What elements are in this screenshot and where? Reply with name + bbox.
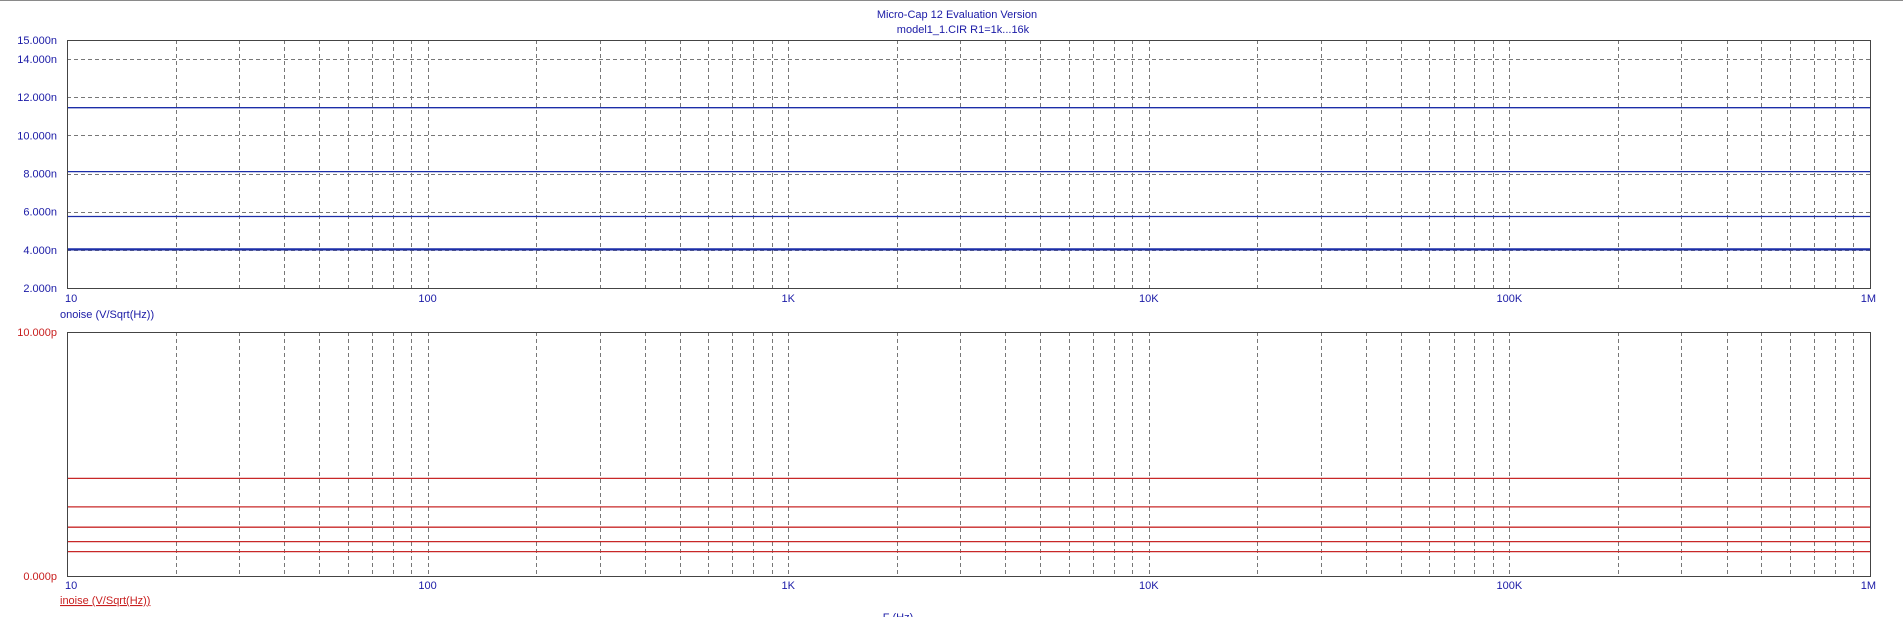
x-tick-label: 10: [65, 293, 77, 305]
inoise-panel[interactable]: 0.000p 10.000p 10 100 1K 10K 100K 1M inoise (V/S…: [17, 327, 1876, 617]
y-tick-label: 10.000n: [17, 130, 57, 142]
y-tick-label: 10.000p: [17, 327, 57, 339]
y-tick-label: 4.000n: [23, 245, 57, 257]
x-tick-label: 100K: [1497, 293, 1523, 305]
x-axis-label: F (Hz): [883, 612, 914, 617]
y-tick-label: 8.000n: [23, 169, 57, 181]
onoise-axis-label[interactable]: onoise (V/Sqrt(Hz)): [60, 309, 154, 321]
inoise-plot-area[interactable]: [67, 332, 1871, 577]
x-tick-label: 10: [65, 580, 77, 592]
x-tick-label: 10K: [1139, 580, 1159, 592]
x-tick-label: 100: [418, 580, 436, 592]
onoise-panel[interactable]: 2.000n 4.000n 6.000n 8.000n 10.000n 12.000n 14…: [17, 35, 1876, 321]
inoise-axis-label[interactable]: inoise (V/Sqrt(Hz)): [60, 595, 150, 607]
y-tick-label: 15.000n: [17, 35, 57, 47]
onoise-plot-area[interactable]: [67, 40, 1871, 289]
x-tick-label: 1M: [1861, 293, 1876, 305]
x-tick-label: 1M: [1861, 580, 1876, 592]
window-top-border: [0, 0, 1903, 1]
y-tick-label: 0.000p: [23, 571, 57, 583]
y-tick-label: 6.000n: [23, 207, 57, 219]
x-tick-label: 10K: [1139, 293, 1159, 305]
x-tick-label: 1K: [781, 293, 795, 305]
y-tick-label: 14.000n: [17, 54, 57, 66]
x-tick-label: 1K: [781, 580, 795, 592]
y-tick-label: 2.000n: [23, 283, 57, 295]
x-tick-label: 100: [418, 293, 436, 305]
y-tick-label: 12.000n: [17, 92, 57, 104]
x-tick-label: 100K: [1497, 580, 1523, 592]
chart-subtitle: model1_1.CIR R1=1k...16k: [897, 24, 1030, 36]
chart-title: Micro-Cap 12 Evaluation Version: [877, 9, 1037, 21]
